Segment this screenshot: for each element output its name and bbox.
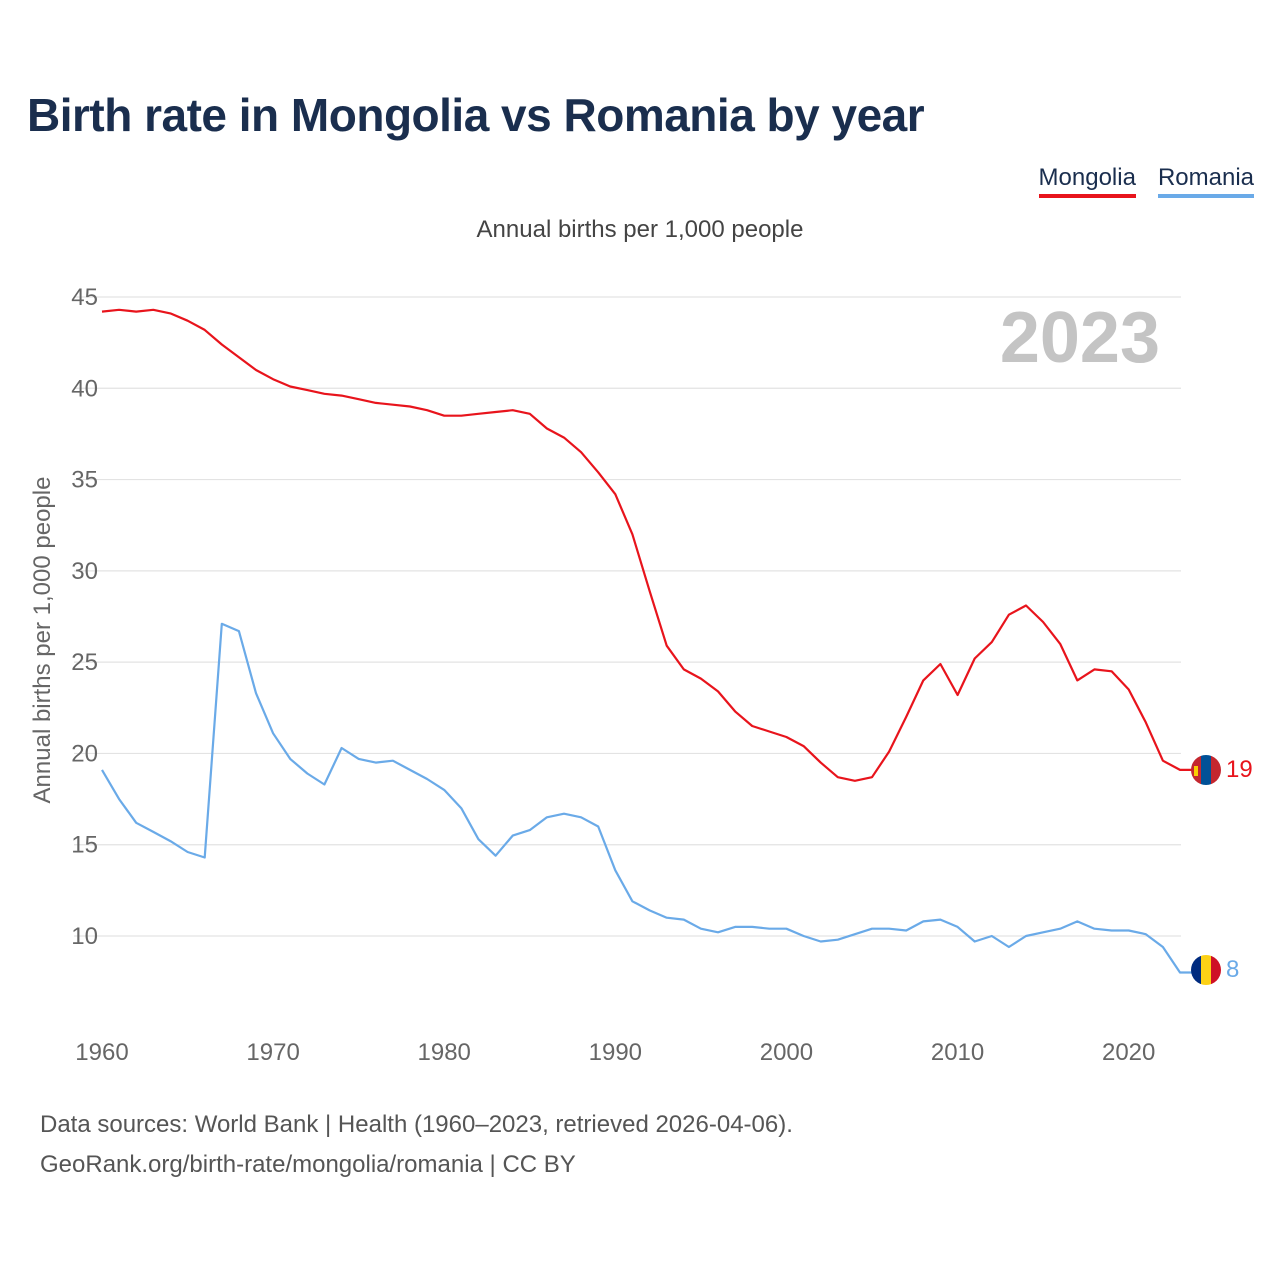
- y-tick-label-20: 20: [71, 740, 98, 767]
- x-tick-label-2020: 2020: [1102, 1039, 1155, 1066]
- data-sources-note: Data sources: World Bank | Health (1960–…: [40, 1111, 793, 1138]
- year-watermark: 2023: [1000, 298, 1160, 378]
- mongolia-flag-icon: [1191, 755, 1221, 785]
- y-tick-label-25: 25: [71, 649, 98, 676]
- y-tick-label-45: 45: [71, 284, 98, 311]
- x-tick-label-2000: 2000: [760, 1039, 813, 1066]
- x-tick-label-1990: 1990: [589, 1039, 642, 1066]
- y-tick-label-35: 35: [71, 467, 98, 494]
- chart-title: Birth rate in Mongolia vs Romania by yea…: [27, 89, 925, 141]
- x-tick-label-1980: 1980: [418, 1039, 471, 1066]
- y-tick-label-40: 40: [71, 375, 98, 402]
- chart-subtitle: Annual births per 1,000 people: [476, 216, 804, 243]
- romania-end-label: 8: [1226, 956, 1239, 983]
- legend-item-mongolia[interactable]: Mongolia: [1038, 164, 1136, 198]
- mongolia-end-label: 19: [1226, 756, 1253, 783]
- y-tick-label-15: 15: [71, 832, 98, 859]
- legend: Mongolia Romania: [1038, 164, 1254, 198]
- line-chart: 10 15 20 25 30 35 40 45 1960 1970 1980 1990 2000 201…: [29, 284, 1253, 1066]
- y-axis-label: Annual births per 1,000 people: [29, 477, 56, 804]
- x-tick-label-1960: 1960: [75, 1039, 128, 1066]
- source-url: GeoRank.org/birth-rate/mongolia/romania …: [40, 1151, 576, 1178]
- x-tick-label-1970: 1970: [246, 1039, 299, 1066]
- footer: Data sources: World Bank | Health (1960–…: [40, 1105, 793, 1185]
- y-tick-label-10: 10: [71, 923, 98, 950]
- romania-flag-icon: [1191, 955, 1221, 985]
- series-line-romania: [101, 622, 1196, 974]
- legend-item-romania[interactable]: Romania: [1157, 164, 1254, 198]
- series-line-mongolia: [101, 308, 1196, 782]
- x-tick-label-2010: 2010: [931, 1039, 984, 1066]
- y-tick-label-30: 30: [71, 558, 98, 585]
